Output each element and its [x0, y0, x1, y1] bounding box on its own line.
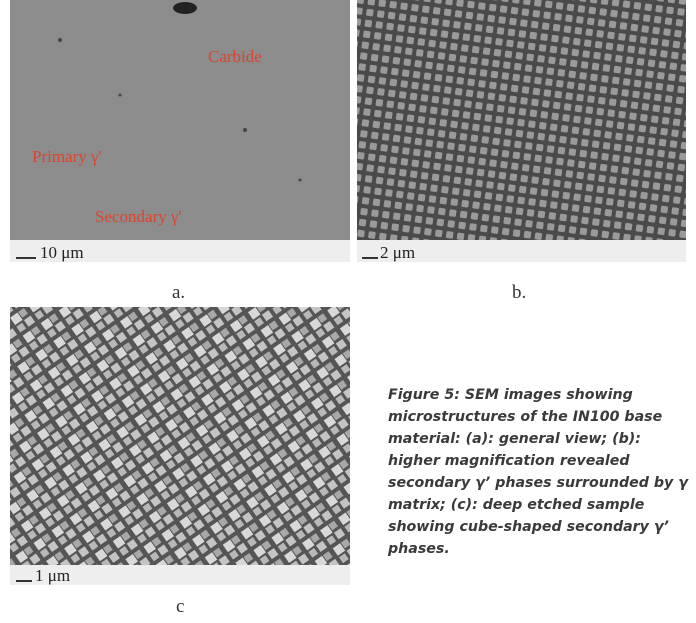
panel-label: b.	[512, 282, 526, 303]
scale-bar-label: 2 μm	[380, 243, 415, 262]
panel-label: c	[176, 596, 184, 617]
sem-image-c	[10, 307, 350, 565]
annotation: Carbide	[208, 47, 262, 66]
speck	[243, 128, 247, 132]
annotation: Primary γ'	[32, 147, 102, 166]
scale-bar-label: 1 μm	[35, 566, 70, 585]
speck	[58, 38, 62, 42]
sem-image-b	[357, 0, 686, 240]
figure-page: Carbide Primary γ' Secondary γ' 10 μm a.…	[0, 0, 696, 623]
page: SEM figure {"figure": { "panels": [ {"an…	[0, 0, 696, 623]
sem-image-a	[10, 0, 350, 240]
speck	[299, 179, 302, 182]
speck	[119, 94, 122, 97]
figure-caption: Figure 5: SEM images showing microstruct…	[388, 384, 688, 560]
scale-bar-label: 10 μm	[40, 243, 84, 262]
speck	[173, 2, 197, 14]
annotation: Secondary γ'	[95, 207, 182, 226]
panel-label: a.	[172, 282, 185, 303]
